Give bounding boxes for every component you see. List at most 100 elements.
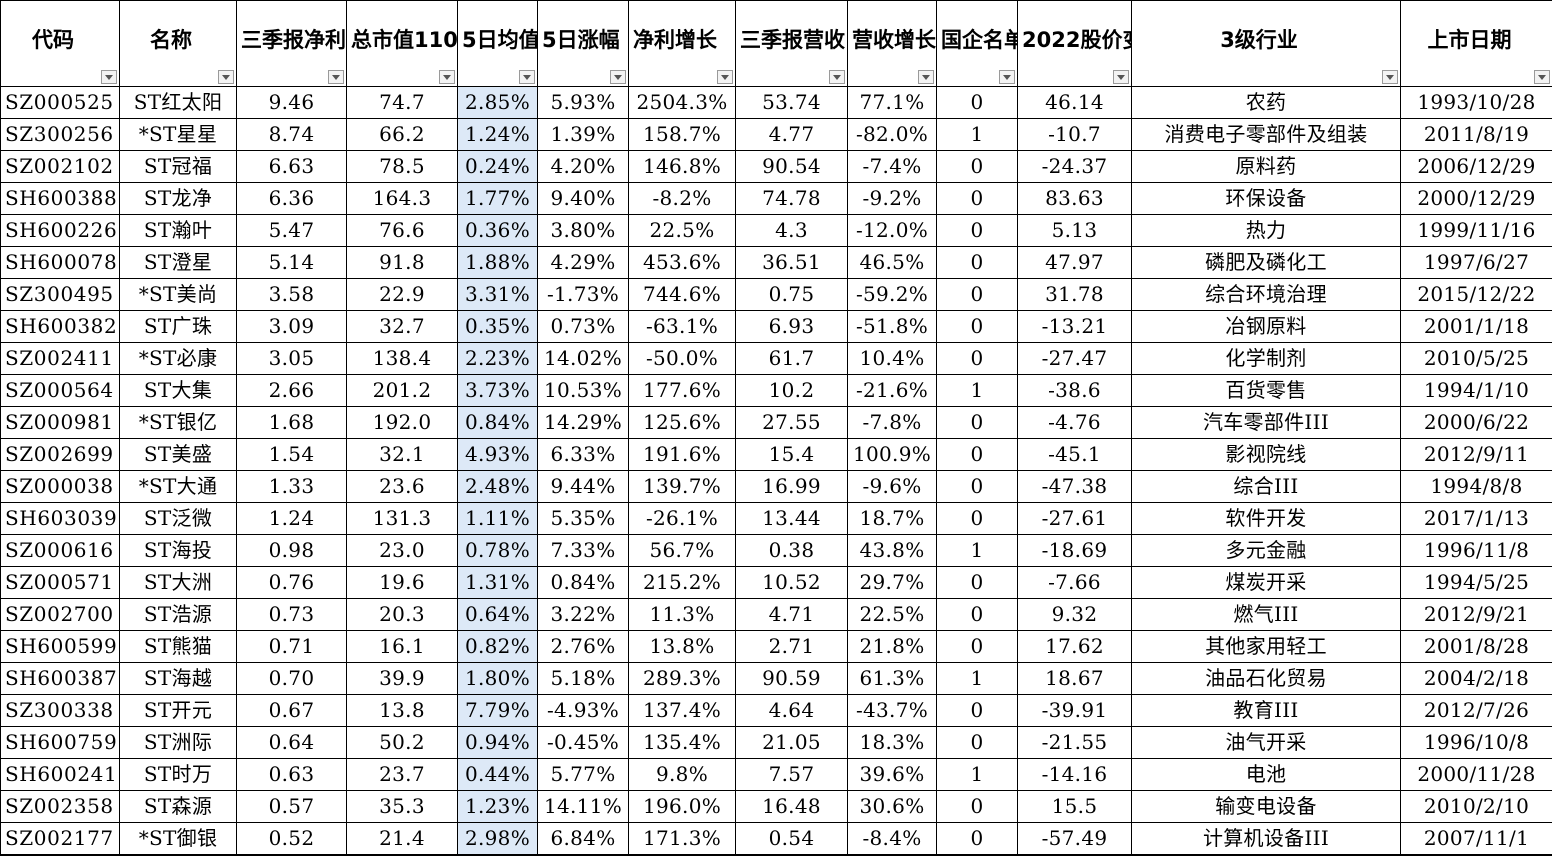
cell-market-cap[interactable]: 74.7 [346, 86, 458, 119]
cell-change5[interactable]: 4.20% [537, 150, 629, 183]
cell-industry-l3[interactable]: 计算机设备III [1131, 822, 1401, 856]
cell-price-change-2022[interactable]: 17.62 [1017, 630, 1132, 663]
filter-dropdown-button[interactable] [717, 70, 733, 84]
cell-revenue-growth[interactable]: -12.0% [847, 214, 937, 247]
cell-avg5[interactable]: 1.77% [457, 182, 538, 215]
cell-q3-revenue[interactable]: 10.52 [735, 566, 848, 599]
filter-dropdown-button[interactable] [610, 70, 626, 84]
cell-q3-net-profit[interactable]: 0.76 [236, 566, 347, 599]
cell-soe-list[interactable]: 0 [936, 470, 1018, 503]
cell-price-change-2022[interactable]: -10.7 [1017, 118, 1132, 151]
cell-industry-l3[interactable]: 化学制剂 [1131, 342, 1401, 375]
cell-industry-l3[interactable]: 磷肥及磷化工 [1131, 246, 1401, 279]
cell-market-cap[interactable]: 22.9 [346, 278, 458, 311]
cell-q3-net-profit[interactable]: 3.09 [236, 310, 347, 343]
cell-avg5[interactable]: 0.94% [457, 726, 538, 759]
cell-listing-date[interactable]: 1994/1/10 [1400, 374, 1552, 407]
cell-revenue-growth[interactable]: 21.8% [847, 630, 937, 663]
cell-name[interactable]: ST熊猫 [119, 630, 237, 663]
cell-profit-growth[interactable]: 125.6% [628, 406, 736, 439]
cell-price-change-2022[interactable]: -39.91 [1017, 694, 1132, 727]
cell-price-change-2022[interactable]: -18.69 [1017, 534, 1132, 567]
cell-price-change-2022[interactable]: 18.67 [1017, 662, 1132, 695]
cell-change5[interactable]: 5.35% [537, 502, 629, 535]
cell-profit-growth[interactable]: 9.8% [628, 758, 736, 791]
cell-revenue-growth[interactable]: -21.6% [847, 374, 937, 407]
cell-listing-date[interactable]: 2015/12/22 [1400, 278, 1552, 311]
cell-avg5[interactable]: 0.44% [457, 758, 538, 791]
filter-dropdown-button[interactable] [328, 70, 344, 84]
cell-price-change-2022[interactable]: -57.49 [1017, 822, 1132, 856]
cell-soe-list[interactable]: 0 [936, 822, 1018, 856]
cell-name[interactable]: ST开元 [119, 694, 237, 727]
cell-price-change-2022[interactable]: 15.5 [1017, 790, 1132, 823]
cell-price-change-2022[interactable]: 47.97 [1017, 246, 1132, 279]
cell-change5[interactable]: 5.18% [537, 662, 629, 695]
cell-q3-net-profit[interactable]: 0.64 [236, 726, 347, 759]
cell-code[interactable]: SZ300338 [0, 694, 120, 727]
cell-name[interactable]: ST广珠 [119, 310, 237, 343]
cell-price-change-2022[interactable]: 46.14 [1017, 86, 1132, 119]
cell-industry-l3[interactable]: 教育III [1131, 694, 1401, 727]
cell-soe-list[interactable]: 0 [936, 278, 1018, 311]
cell-profit-growth[interactable]: -26.1% [628, 502, 736, 535]
cell-price-change-2022[interactable]: -27.61 [1017, 502, 1132, 535]
cell-soe-list[interactable]: 0 [936, 438, 1018, 471]
cell-profit-growth[interactable]: 13.8% [628, 630, 736, 663]
cell-revenue-growth[interactable]: -43.7% [847, 694, 937, 727]
cell-soe-list[interactable]: 1 [936, 534, 1018, 567]
cell-price-change-2022[interactable]: 9.32 [1017, 598, 1132, 631]
cell-revenue-growth[interactable]: -51.8% [847, 310, 937, 343]
cell-q3-net-profit[interactable]: 1.54 [236, 438, 347, 471]
cell-profit-growth[interactable]: 289.3% [628, 662, 736, 695]
cell-industry-l3[interactable]: 软件开发 [1131, 502, 1401, 535]
filter-dropdown-button[interactable] [519, 70, 535, 84]
cell-listing-date[interactable]: 2001/1/18 [1400, 310, 1552, 343]
cell-price-change-2022[interactable]: 31.78 [1017, 278, 1132, 311]
cell-revenue-growth[interactable]: -7.4% [847, 150, 937, 183]
cell-revenue-growth[interactable]: -9.2% [847, 182, 937, 215]
cell-price-change-2022[interactable]: 83.63 [1017, 182, 1132, 215]
cell-q3-revenue[interactable]: 4.71 [735, 598, 848, 631]
cell-soe-list[interactable]: 1 [936, 662, 1018, 695]
cell-price-change-2022[interactable]: -45.1 [1017, 438, 1132, 471]
cell-q3-revenue[interactable]: 74.78 [735, 182, 848, 215]
cell-listing-date[interactable]: 2017/1/13 [1400, 502, 1552, 535]
cell-industry-l3[interactable]: 煤炭开采 [1131, 566, 1401, 599]
cell-profit-growth[interactable]: 177.6% [628, 374, 736, 407]
cell-industry-l3[interactable]: 综合环境治理 [1131, 278, 1401, 311]
cell-change5[interactable]: 6.33% [537, 438, 629, 471]
cell-industry-l3[interactable]: 影视院线 [1131, 438, 1401, 471]
cell-code[interactable]: SZ300495 [0, 278, 120, 311]
cell-q3-net-profit[interactable]: 1.33 [236, 470, 347, 503]
cell-soe-list[interactable]: 0 [936, 630, 1018, 663]
cell-change5[interactable]: 10.53% [537, 374, 629, 407]
cell-avg5[interactable]: 0.64% [457, 598, 538, 631]
cell-q3-net-profit[interactable]: 0.98 [236, 534, 347, 567]
cell-profit-growth[interactable]: 744.6% [628, 278, 736, 311]
cell-q3-net-profit[interactable]: 0.57 [236, 790, 347, 823]
cell-name[interactable]: ST森源 [119, 790, 237, 823]
cell-price-change-2022[interactable]: -14.16 [1017, 758, 1132, 791]
cell-listing-date[interactable]: 2004/2/18 [1400, 662, 1552, 695]
cell-change5[interactable]: 3.80% [537, 214, 629, 247]
cell-avg5[interactable]: 2.98% [457, 822, 538, 856]
cell-market-cap[interactable]: 91.8 [346, 246, 458, 279]
cell-avg5[interactable]: 0.84% [457, 406, 538, 439]
cell-industry-l3[interactable]: 冶钢原料 [1131, 310, 1401, 343]
cell-profit-growth[interactable]: 139.7% [628, 470, 736, 503]
filter-dropdown-button[interactable] [1113, 70, 1129, 84]
cell-soe-list[interactable]: 0 [936, 86, 1018, 119]
cell-soe-list[interactable]: 0 [936, 726, 1018, 759]
cell-q3-revenue[interactable]: 16.48 [735, 790, 848, 823]
cell-q3-net-profit[interactable]: 2.66 [236, 374, 347, 407]
cell-soe-list[interactable]: 1 [936, 374, 1018, 407]
cell-q3-revenue[interactable]: 21.05 [735, 726, 848, 759]
cell-market-cap[interactable]: 192.0 [346, 406, 458, 439]
filter-dropdown-button[interactable] [918, 70, 934, 84]
cell-code[interactable]: SH600599 [0, 630, 120, 663]
cell-avg5[interactable]: 3.73% [457, 374, 538, 407]
cell-listing-date[interactable]: 1993/10/28 [1400, 86, 1552, 119]
cell-code[interactable]: SZ002699 [0, 438, 120, 471]
cell-price-change-2022[interactable]: -38.6 [1017, 374, 1132, 407]
